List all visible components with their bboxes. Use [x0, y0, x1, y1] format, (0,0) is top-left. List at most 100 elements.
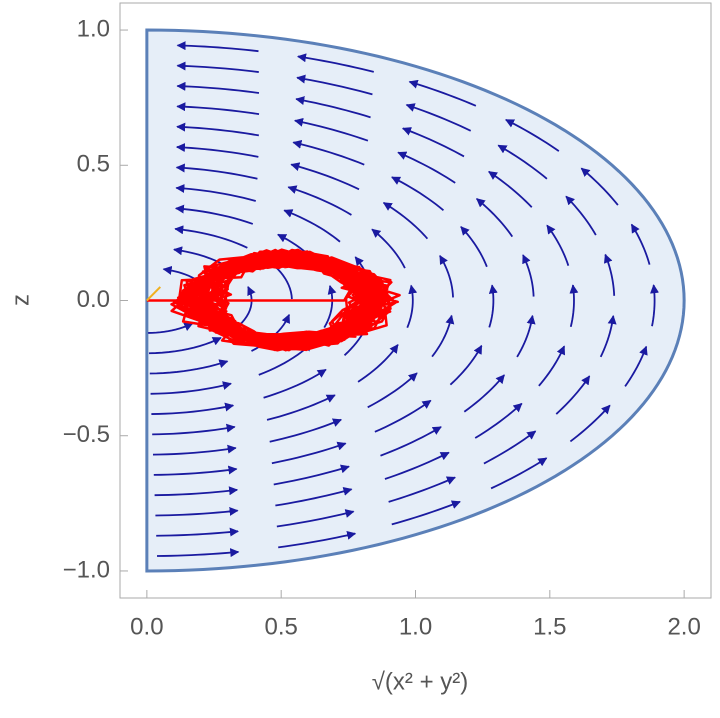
region [145, 28, 686, 573]
streamline [152, 423, 236, 436]
streamline [271, 441, 347, 465]
streamline [555, 375, 591, 415]
trajectory-start [146, 286, 162, 302]
streamline [151, 402, 235, 415]
streamline [522, 254, 535, 297]
streamline [401, 127, 465, 158]
streamline [397, 151, 456, 184]
streamline [505, 118, 560, 152]
streamline [276, 509, 355, 528]
y-tick-label: −0.5 [63, 421, 110, 448]
streamline [460, 226, 488, 268]
streamline [391, 176, 445, 211]
streamline [237, 286, 256, 327]
streamline [367, 372, 418, 409]
streamline [580, 167, 619, 206]
streamline [476, 198, 514, 238]
streamline [275, 486, 353, 507]
streamline [630, 223, 651, 265]
y-tick-label: −1.0 [63, 556, 110, 583]
streamline [405, 103, 472, 132]
streamline [497, 144, 548, 180]
streamline [297, 53, 374, 73]
streamline [488, 284, 498, 328]
streamline [565, 195, 597, 236]
trajectory [146, 248, 401, 352]
streamline [152, 444, 237, 456]
streamline [278, 530, 357, 549]
streamline [175, 163, 258, 180]
streamline [603, 253, 616, 296]
streamline [149, 359, 229, 375]
streamline [269, 418, 342, 443]
streamline [283, 209, 341, 243]
streamline [569, 404, 611, 443]
y-tick-label: 0.0 [77, 286, 110, 313]
streamline [431, 314, 455, 358]
streamline [295, 96, 371, 119]
y-axis-label: z [7, 294, 34, 306]
streamline [175, 143, 259, 158]
x-tick-label: 0.0 [130, 613, 163, 640]
y-tick-label: 0.5 [77, 151, 110, 178]
streamline [266, 394, 336, 421]
plot-area [145, 28, 686, 573]
streamline [287, 185, 352, 216]
streamline [157, 548, 240, 558]
y-tick-label: 1.0 [77, 15, 110, 42]
streamline [546, 224, 570, 266]
streamline [382, 201, 429, 240]
streamline [176, 81, 260, 94]
streamline [156, 527, 239, 537]
streamline [408, 79, 477, 107]
streamline [624, 345, 648, 387]
streamline [439, 254, 454, 298]
streamline [174, 225, 248, 249]
streamline [148, 322, 194, 334]
streamline [176, 122, 259, 137]
streamline [175, 183, 256, 202]
streamline [150, 381, 232, 395]
streamline [569, 284, 579, 328]
streamline [176, 102, 260, 116]
x-tick-label: 0.5 [264, 613, 297, 640]
streamline [384, 451, 450, 480]
streamline [294, 117, 369, 142]
streamline [296, 74, 373, 96]
streamline [380, 426, 442, 457]
x-tick-label: 1.0 [399, 613, 432, 640]
streamline [273, 464, 350, 486]
x-tick-label: 2.0 [667, 613, 700, 640]
streamline [388, 476, 456, 503]
streamline [483, 430, 537, 465]
streamline [148, 336, 222, 355]
streamline [406, 284, 418, 328]
streamline [174, 204, 254, 225]
streamline [490, 457, 548, 490]
streamline [391, 500, 461, 526]
streamline [463, 374, 505, 413]
streamline [263, 368, 327, 399]
streamline [516, 314, 536, 358]
x-axis-label: √(x² + y²) [372, 668, 469, 695]
x-tick-label: 1.5 [533, 613, 566, 640]
streamline [488, 170, 533, 208]
streamline [323, 285, 337, 328]
streamline [538, 345, 566, 387]
streamline [176, 41, 259, 53]
streamline [154, 486, 239, 497]
streamline [374, 399, 432, 433]
streamline [474, 402, 523, 439]
streamline [357, 343, 399, 383]
streamline [153, 465, 238, 476]
streamline [449, 344, 483, 386]
streamline [155, 506, 239, 517]
streamline [650, 284, 659, 327]
streamline [599, 314, 617, 358]
streamline [292, 139, 365, 166]
streamline [290, 162, 360, 191]
streamline [371, 228, 406, 269]
streamline [176, 61, 259, 73]
